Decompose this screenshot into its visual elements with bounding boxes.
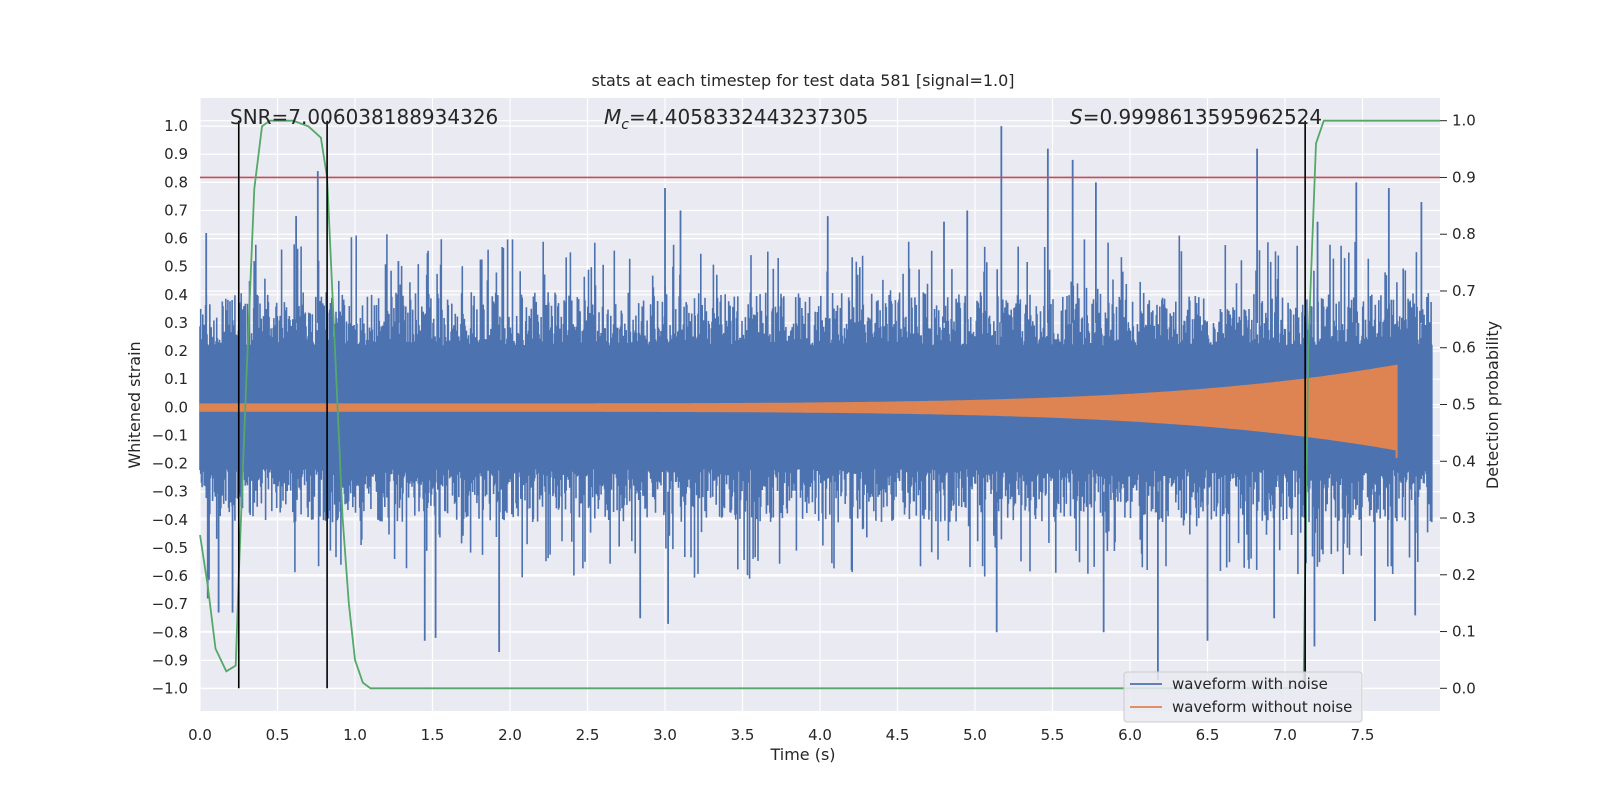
y-tick-label: −0.2 bbox=[152, 455, 188, 473]
y-tick-label: −0.8 bbox=[152, 623, 188, 641]
x-tick-label: 0.0 bbox=[188, 726, 212, 744]
y-tick-label: 0.4 bbox=[164, 286, 188, 304]
y2-tick-label: 0.2 bbox=[1452, 566, 1476, 584]
y-tick-label: 0.8 bbox=[164, 173, 188, 191]
x-tick-label: 2.0 bbox=[498, 726, 522, 744]
y-tick-label: 0.7 bbox=[164, 201, 188, 219]
x-ticks: 0.0 0.5 1.0 1.5 2.0 2.5 3.0 3.5 4.0 4.5 5.0 5.5 6.0 6… bbox=[188, 726, 1374, 744]
y-tick-label: −0.9 bbox=[152, 651, 188, 669]
y2-tick-label: 0.4 bbox=[1452, 452, 1476, 470]
x-tick-label: 3.0 bbox=[653, 726, 677, 744]
y-tick-label: −0.6 bbox=[152, 567, 188, 585]
x-axis-label: Time (s) bbox=[769, 745, 835, 764]
y2-tick-label: 0.6 bbox=[1452, 339, 1476, 357]
y-tick-label: 0.0 bbox=[164, 398, 188, 416]
x-tick-label: 4.0 bbox=[808, 726, 832, 744]
legend: waveform with noise waveform without noi… bbox=[1123, 671, 1363, 723]
mc-annotation: Mc=4.4058332443237305 bbox=[604, 105, 868, 133]
y2-ticks: 1.0 0.9 0.8 0.7 0.6 0.5 0.4 0.3 0.2 0.1 0.0 bbox=[1440, 112, 1476, 697]
x-tick-label: 6.0 bbox=[1118, 726, 1142, 744]
y2-tick-label: 0.8 bbox=[1452, 225, 1476, 243]
s-symbol: S bbox=[1070, 105, 1083, 129]
y2-tick-label: 1.0 bbox=[1452, 112, 1476, 130]
y2-tick-label: 0.3 bbox=[1452, 509, 1476, 527]
y-tick-label: 0.3 bbox=[164, 314, 188, 332]
mc-symbol: M bbox=[604, 105, 621, 129]
y-axis-label: Whitened strain bbox=[125, 341, 144, 468]
y-tick-label: 0.9 bbox=[164, 145, 188, 163]
series-waveform-without-noise bbox=[199, 364, 1398, 458]
s-annotation: S=0.9998613595962524 bbox=[1070, 105, 1322, 129]
chirp-trace bbox=[199, 364, 1398, 458]
x-tick-label: 1.0 bbox=[343, 726, 367, 744]
legend-box bbox=[1123, 671, 1363, 723]
x-tick-label: 5.0 bbox=[963, 726, 987, 744]
y2-tick-label: 0.5 bbox=[1452, 396, 1476, 414]
x-tick-label: 1.5 bbox=[421, 726, 445, 744]
y-tick-label: −1.0 bbox=[152, 680, 188, 698]
x-tick-label: 4.5 bbox=[886, 726, 910, 744]
chart-title: stats at each timestep for test data 581… bbox=[591, 71, 1014, 90]
legend-label-noise: waveform with noise bbox=[1172, 675, 1328, 693]
y2-tick-label: 0.7 bbox=[1452, 282, 1476, 300]
legend-label-clean: waveform without noise bbox=[1172, 698, 1352, 716]
s-value: =0.9998613595962524 bbox=[1083, 105, 1322, 129]
y-tick-label: 0.6 bbox=[164, 230, 188, 248]
x-tick-label: 5.5 bbox=[1041, 726, 1065, 744]
x-tick-label: 2.5 bbox=[576, 726, 600, 744]
y2-tick-label: 0.0 bbox=[1452, 679, 1476, 697]
y-tick-label: −0.3 bbox=[152, 483, 188, 501]
y2-axis-label: Detection probability bbox=[1483, 321, 1502, 489]
y-tick-label: −0.4 bbox=[152, 511, 188, 529]
y-tick-label: −0.5 bbox=[152, 539, 188, 557]
mc-value: =4.4058332443237305 bbox=[629, 105, 868, 129]
y2-tick-label: 0.1 bbox=[1452, 623, 1476, 641]
mc-subscript: c bbox=[621, 117, 629, 133]
y-tick-label: 0.5 bbox=[164, 258, 188, 276]
y-tick-label: 0.1 bbox=[164, 370, 188, 388]
y-tick-label: 0.2 bbox=[164, 342, 188, 360]
y-tick-label: −0.1 bbox=[152, 426, 188, 444]
x-tick-label: 3.5 bbox=[731, 726, 755, 744]
snr-annotation: SNR=7.006038188934326 bbox=[230, 105, 498, 129]
y-tick-label: 1.0 bbox=[164, 117, 188, 135]
x-tick-label: 7.5 bbox=[1351, 726, 1375, 744]
x-tick-label: 6.5 bbox=[1196, 726, 1220, 744]
y-tick-label: −0.7 bbox=[152, 595, 188, 613]
x-tick-label: 0.5 bbox=[266, 726, 290, 744]
y-ticks: 1.0 0.9 0.8 0.7 0.6 0.5 0.4 0.3 0.2 0.1 0.0 −0.1 −0.… bbox=[152, 117, 188, 697]
vertical-lines bbox=[237, 120, 1306, 689]
y2-tick-label: 0.9 bbox=[1452, 168, 1476, 186]
x-tick-label: 7.0 bbox=[1273, 726, 1297, 744]
